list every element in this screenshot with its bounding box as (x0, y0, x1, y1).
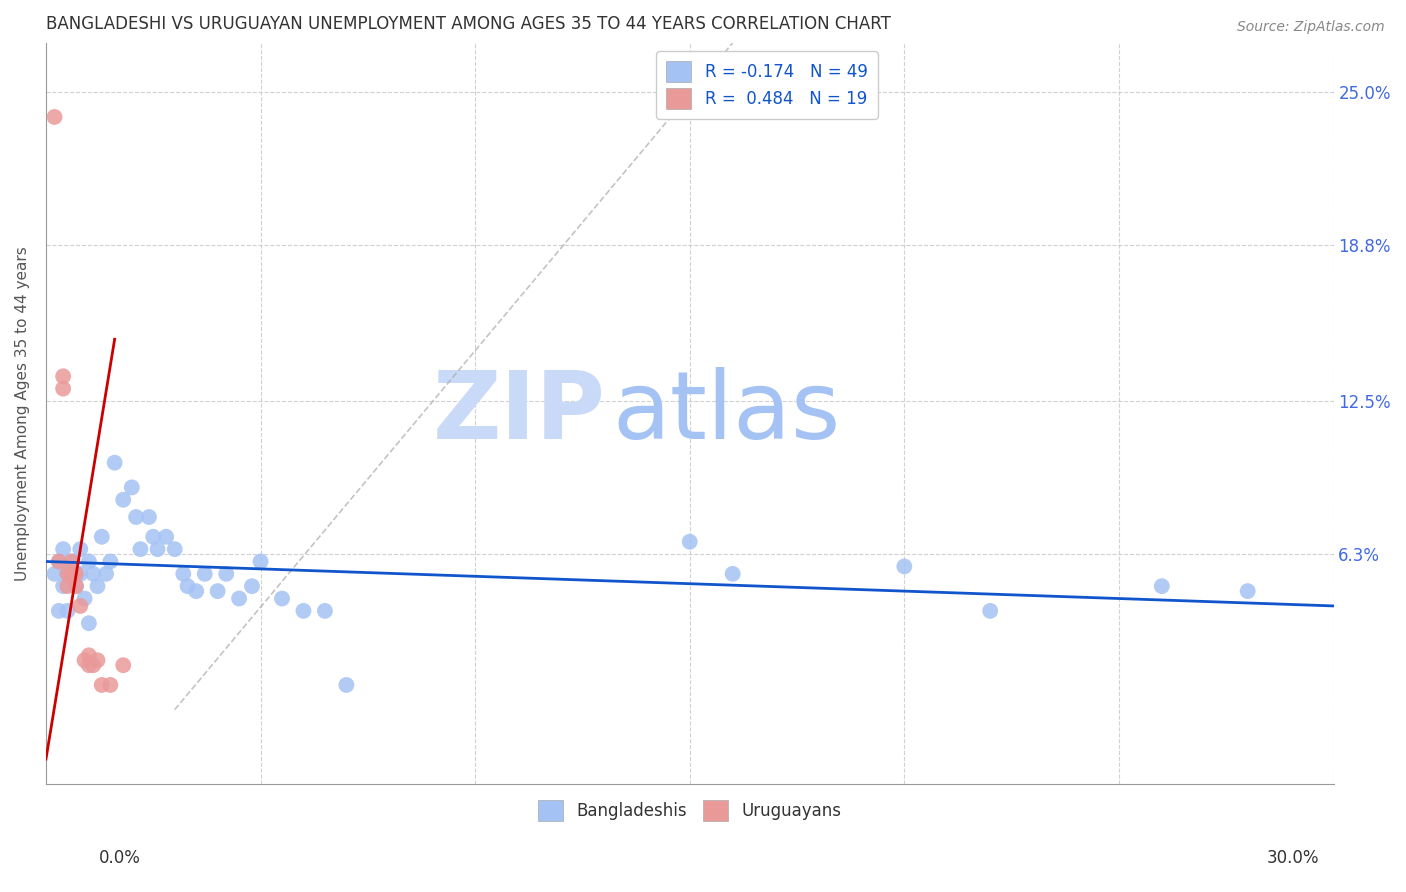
Point (44, 110, 66, 124)
Point (129, 542, 152, 557)
Point (121, 480, 143, 494)
Point (56, 566, 79, 581)
Point (679, 534, 702, 549)
Point (98, 554, 121, 568)
Point (77, 648, 100, 663)
Text: 30.0%: 30.0% (1267, 849, 1319, 867)
Point (56, 579, 79, 593)
Point (112, 658, 135, 673)
Point (77, 554, 100, 568)
Point (56, 604, 79, 618)
Legend: Bangladeshis, Uruguayans: Bangladeshis, Uruguayans (531, 794, 848, 827)
Point (271, 591, 294, 606)
Point (146, 542, 169, 557)
Point (65, 579, 87, 593)
Y-axis label: Unemployment Among Ages 35 to 44 years: Unemployment Among Ages 35 to 44 years (15, 246, 30, 581)
Text: 0.0%: 0.0% (98, 849, 141, 867)
Point (292, 604, 315, 618)
Point (186, 584, 208, 599)
Point (56, 566, 79, 581)
Point (48, 554, 70, 568)
Point (60, 566, 83, 581)
Point (48, 604, 70, 618)
Point (44, 566, 66, 581)
Text: BANGLADESHI VS URUGUAYAN UNEMPLOYMENT AMONG AGES 35 TO 44 YEARS CORRELATION CHAR: BANGLADESHI VS URUGUAYAN UNEMPLOYMENT AM… (46, 15, 891, 33)
Point (249, 554, 271, 568)
Point (90, 530, 112, 544)
Point (1150, 579, 1173, 593)
Point (98, 678, 121, 692)
Point (52, 542, 75, 557)
Point (69, 599, 91, 613)
Point (65, 566, 87, 581)
Point (893, 559, 915, 574)
Point (69, 542, 91, 557)
Text: atlas: atlas (613, 368, 841, 459)
Point (163, 542, 186, 557)
Point (104, 456, 127, 470)
Point (112, 492, 135, 507)
Point (979, 604, 1001, 618)
Point (86, 579, 108, 593)
Point (52, 579, 75, 593)
Point (82, 566, 104, 581)
Point (94, 566, 117, 581)
Point (228, 591, 250, 606)
Point (60, 554, 83, 568)
Point (172, 566, 194, 581)
Point (86, 653, 108, 667)
Point (1236, 584, 1258, 599)
Point (215, 566, 238, 581)
Point (77, 658, 100, 673)
Point (721, 566, 744, 581)
Point (77, 616, 100, 631)
Point (60, 554, 83, 568)
Text: Source: ZipAtlas.com: Source: ZipAtlas.com (1237, 20, 1385, 34)
Point (69, 566, 91, 581)
Point (314, 604, 336, 618)
Point (142, 530, 165, 544)
Point (52, 369, 75, 384)
Point (52, 382, 75, 396)
Point (194, 566, 217, 581)
Point (73, 591, 96, 606)
Point (176, 579, 198, 593)
Text: ZIP: ZIP (433, 368, 606, 459)
Point (65, 579, 87, 593)
Point (60, 566, 83, 581)
Point (48, 554, 70, 568)
Point (335, 678, 357, 692)
Point (125, 510, 148, 524)
Point (138, 510, 160, 524)
Point (82, 658, 104, 673)
Point (155, 530, 177, 544)
Point (90, 678, 112, 692)
Point (207, 584, 229, 599)
Point (240, 579, 263, 593)
Point (73, 653, 96, 667)
